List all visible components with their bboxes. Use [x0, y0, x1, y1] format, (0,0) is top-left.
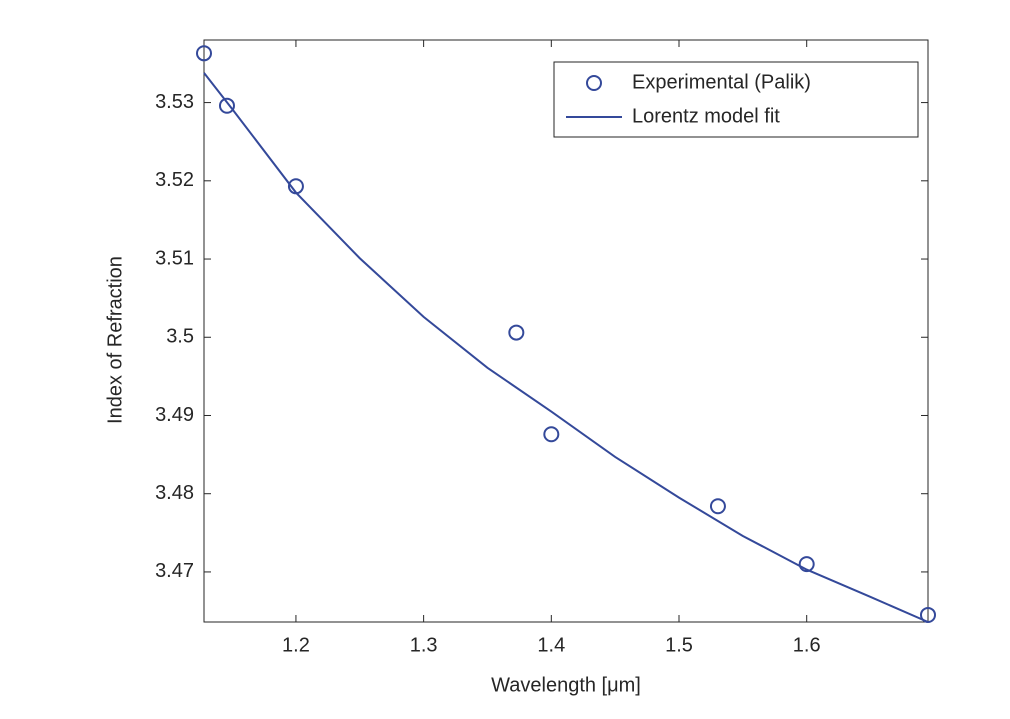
data-point — [709, 498, 726, 515]
y-tick-label: 3.47 — [155, 560, 194, 582]
x-tick-label: 1.6 — [793, 634, 821, 656]
fit-line — [203, 72, 929, 623]
legend-label: Experimental (Palik) — [632, 71, 811, 93]
y-tick-label: 3.53 — [155, 91, 194, 113]
y-tick-label: 3.49 — [155, 404, 194, 426]
legend-box — [553, 61, 919, 138]
data-point — [543, 426, 560, 443]
data-point — [218, 97, 235, 114]
x-axis-label: Wavelength [μm] — [491, 674, 641, 696]
legend-marker — [586, 75, 602, 91]
y-tick-label: 3.5 — [166, 326, 194, 348]
data-point — [798, 556, 815, 573]
x-tick-label: 1.5 — [665, 634, 693, 656]
x-tick-label: 1.4 — [537, 634, 565, 656]
y-tick-label: 3.52 — [155, 169, 194, 191]
y-tick-label: 3.51 — [155, 247, 194, 269]
x-tick-label: 1.3 — [410, 634, 438, 656]
x-tick-label: 1.2 — [282, 634, 310, 656]
legend-label: Lorentz model fit — [632, 105, 780, 127]
data-point — [508, 324, 525, 341]
data-point — [196, 45, 212, 62]
y-axis-label: Index of Refraction — [104, 256, 126, 424]
y-tick-label: 3.48 — [155, 482, 194, 504]
